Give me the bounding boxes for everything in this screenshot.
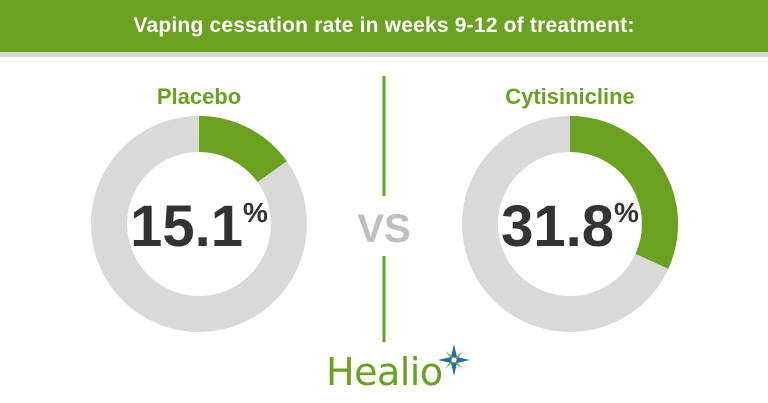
donut-segment-cytisinicline	[569, 116, 678, 269]
compass-star-icon	[437, 344, 470, 376]
vs-label: VS	[357, 207, 410, 251]
value-unit-cytisinicline: %	[614, 197, 639, 228]
series-label-cytisinicline: Cytisinicline	[505, 84, 635, 109]
value-label-cytisinicline: 31.8%	[501, 194, 639, 259]
donut-cytisinicline: Cytisinicline 31.8%	[462, 84, 678, 332]
healio-logo: Healio	[326, 343, 471, 391]
vs-divider: VS	[357, 76, 411, 342]
chart-title: Vaping cessation rate in weeks 9-12 of t…	[133, 14, 635, 37]
logo-text: Healio	[326, 350, 443, 394]
title-banner: Vaping cessation rate in weeks 9-12 of t…	[0, 0, 768, 57]
value-number-cytisinicline: 31.8	[501, 194, 614, 259]
value-unit-placebo: %	[243, 197, 268, 228]
value-number-placebo: 15.1	[130, 194, 243, 259]
donut-placebo: Placebo 15.1%	[91, 84, 307, 332]
series-label-placebo: Placebo	[157, 84, 241, 109]
value-label-placebo: 15.1%	[130, 194, 268, 259]
donut-segment-placebo	[198, 116, 287, 183]
